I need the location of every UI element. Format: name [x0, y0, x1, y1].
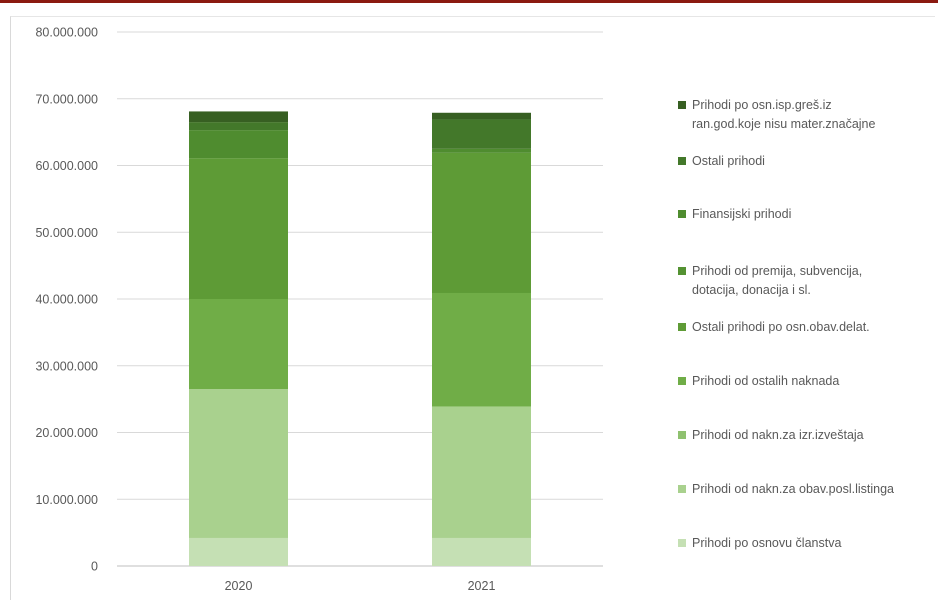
- legend-swatch: [678, 157, 686, 165]
- legend-label: Ostali prihodi: [692, 154, 765, 168]
- legend-swatch: [678, 485, 686, 493]
- legend-swatch: [678, 323, 686, 331]
- legend-item-report-fees: Prihodi od nakn.za izr.izveštaja: [678, 426, 936, 445]
- legend-label-line2: ran.god.koje nisu mater.značajne: [692, 117, 876, 131]
- legend-label: Prihodi od ostalih naknada: [692, 374, 840, 388]
- bar-segment: [189, 389, 288, 538]
- bar-segment: [432, 119, 531, 149]
- legend-swatch: [678, 267, 686, 275]
- y-tick-label: 60.000.000: [35, 159, 98, 173]
- bar-segment: [432, 112, 531, 120]
- stacked-bar-chart: 0 10.000.000 20.000.000 30.000.000 40.000.00…: [35, 26, 603, 593]
- y-tick-label: 30.000.000: [35, 359, 98, 373]
- bar-segment: [189, 537, 288, 566]
- legend-swatch: [678, 101, 686, 109]
- y-tick-label: 10.000.000: [35, 493, 98, 507]
- y-tick-label: 50.000.000: [35, 226, 98, 240]
- y-tick-label: 70.000.000: [35, 92, 98, 106]
- bar-segment: [189, 122, 288, 131]
- legend-swatch: [678, 210, 686, 218]
- legend-swatch: [678, 431, 686, 439]
- legend-label: Prihodi od nakn.za obav.posl.listinga: [692, 482, 894, 496]
- top-border-rule: [0, 0, 938, 3]
- legend-label: Prihodi po osn.isp.greš.iz: [692, 98, 832, 112]
- x-category-label: 2021: [468, 579, 496, 593]
- y-tick-label: 80.000.000: [35, 26, 98, 40]
- bar-segment: [432, 152, 531, 293]
- y-tick-label: 20.000.000: [35, 426, 98, 440]
- y-tick-label: 40.000.000: [35, 293, 98, 307]
- legend-swatch: [678, 377, 686, 385]
- legend-label: Prihodi od nakn.za izr.izveštaja: [692, 428, 864, 442]
- legend-label-line2: dotacija, donacija i sl.: [692, 283, 811, 297]
- bar-segment: [432, 292, 531, 407]
- legend-item-membership-income: Prihodi po osnovu članstva: [678, 534, 936, 553]
- legend-swatch: [678, 539, 686, 547]
- bar-segment: [189, 130, 288, 159]
- legend-label: Prihodi po osnovu članstva: [692, 536, 842, 550]
- legend-label: Ostali prihodi po osn.obav.delat.: [692, 320, 870, 334]
- legend-item-premiums-subsidies: Prihodi od premija, subvencija, dotacija…: [678, 262, 936, 300]
- legend-item-corrections: Prihodi po osn.isp.greš.iz ran.god.koje …: [678, 96, 936, 134]
- legend-item-listing-fees: Prihodi od nakn.za obav.posl.listinga: [678, 480, 936, 499]
- bar-segment: [189, 158, 288, 299]
- y-tick-label: 0: [91, 560, 98, 574]
- bar-segment: [432, 406, 531, 538]
- legend-label: Prihodi od premija, subvencija,: [692, 264, 863, 278]
- bar-segment: [432, 148, 531, 153]
- bar-segment: [189, 299, 288, 390]
- legend-item-other-income: Ostali prihodi: [678, 152, 936, 171]
- bar-segment: [432, 537, 531, 566]
- legend-item-financial-income: Finansijski prihodi: [678, 205, 936, 224]
- legend-label: Finansijski prihodi: [692, 207, 792, 221]
- chart-frame: [10, 16, 935, 600]
- x-category-label: 2020: [225, 579, 253, 593]
- legend-item-other-fees: Prihodi od ostalih naknada: [678, 372, 936, 391]
- legend-item-other-operating-income: Ostali prihodi po osn.obav.delat.: [678, 318, 936, 337]
- bar-segment: [189, 111, 288, 123]
